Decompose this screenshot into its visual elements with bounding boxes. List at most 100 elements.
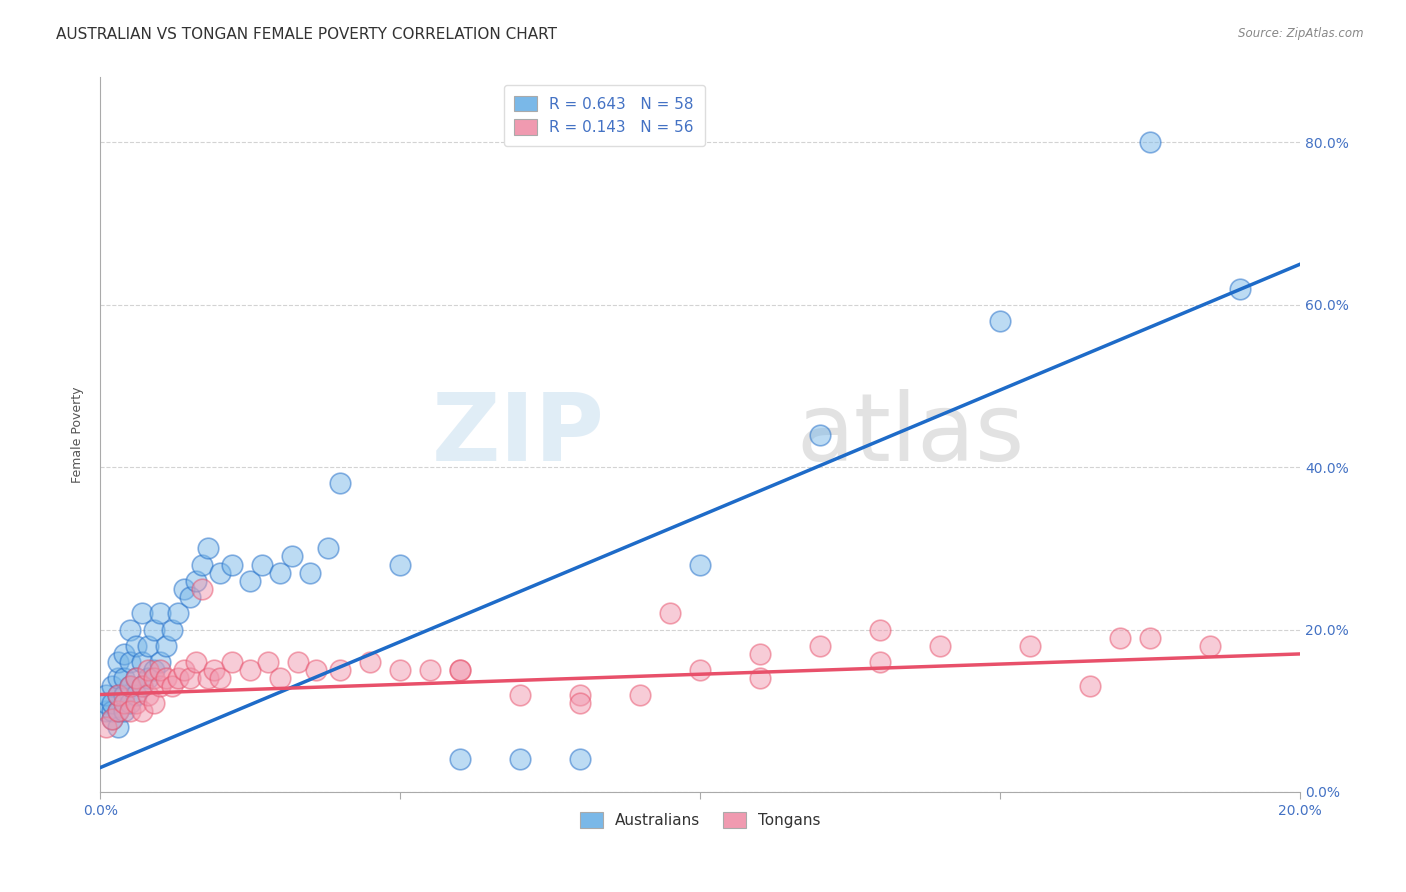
Text: ZIP: ZIP: [432, 389, 605, 481]
Point: [131, 680, 153, 694]
Point: [96, 720, 118, 734]
Point: [569, 696, 592, 710]
Point: [107, 688, 129, 702]
Point: [107, 704, 129, 718]
Point: [112, 671, 135, 685]
Point: [125, 671, 148, 685]
Point: [202, 663, 225, 677]
Point: [449, 663, 471, 677]
Point: [269, 671, 291, 685]
Point: [209, 671, 232, 685]
Point: [167, 671, 190, 685]
Point: [131, 607, 153, 621]
Point: [689, 558, 711, 572]
Point: [136, 639, 159, 653]
Point: [359, 655, 381, 669]
Point: [209, 566, 232, 580]
Point: [143, 623, 166, 637]
Point: [101, 696, 124, 710]
Point: [287, 655, 309, 669]
Point: [101, 712, 124, 726]
Point: [120, 655, 142, 669]
Point: [131, 655, 153, 669]
Point: [107, 655, 129, 669]
Point: [143, 696, 166, 710]
Point: [136, 688, 159, 702]
Point: [329, 476, 352, 491]
Point: [112, 647, 135, 661]
Point: [689, 663, 711, 677]
Text: AUSTRALIAN VS TONGAN FEMALE POVERTY CORRELATION CHART: AUSTRALIAN VS TONGAN FEMALE POVERTY CORR…: [56, 27, 557, 42]
Point: [449, 663, 471, 677]
Point: [269, 566, 291, 580]
Point: [112, 688, 135, 702]
Point: [143, 663, 166, 677]
Point: [96, 696, 118, 710]
Point: [107, 688, 129, 702]
Point: [509, 688, 531, 702]
Point: [101, 712, 124, 726]
Point: [173, 663, 195, 677]
Point: [509, 752, 531, 766]
Point: [316, 541, 339, 556]
Point: [96, 688, 118, 702]
Point: [125, 696, 148, 710]
Point: [221, 558, 243, 572]
Text: Source: ZipAtlas.com: Source: ZipAtlas.com: [1239, 27, 1364, 40]
Point: [173, 582, 195, 596]
Point: [250, 558, 273, 572]
Point: [1229, 281, 1251, 295]
Point: [149, 663, 172, 677]
Legend: Australians, Tongans: Australians, Tongans: [574, 806, 827, 834]
Point: [281, 549, 304, 564]
Point: [1019, 639, 1042, 653]
Point: [808, 427, 831, 442]
Point: [749, 647, 772, 661]
Point: [239, 574, 262, 588]
Point: [1199, 639, 1222, 653]
Point: [96, 704, 118, 718]
Text: atlas: atlas: [796, 389, 1025, 481]
Point: [257, 655, 280, 669]
Point: [125, 671, 148, 685]
Point: [107, 704, 129, 718]
Point: [449, 752, 471, 766]
Point: [1078, 680, 1101, 694]
Point: [107, 720, 129, 734]
Point: [149, 680, 172, 694]
Point: [197, 541, 219, 556]
Point: [1139, 631, 1161, 645]
Point: [749, 671, 772, 685]
Point: [239, 663, 262, 677]
Point: [659, 607, 682, 621]
Point: [131, 704, 153, 718]
Point: [179, 671, 201, 685]
Point: [131, 680, 153, 694]
Point: [136, 671, 159, 685]
Point: [299, 566, 322, 580]
Point: [221, 655, 243, 669]
Point: [112, 696, 135, 710]
Point: [149, 607, 172, 621]
Point: [186, 655, 208, 669]
Point: [107, 671, 129, 685]
Point: [191, 558, 214, 572]
Point: [125, 639, 148, 653]
Point: [136, 663, 159, 677]
Point: [569, 688, 592, 702]
Point: [929, 639, 952, 653]
Point: [120, 680, 142, 694]
Point: [179, 590, 201, 604]
Point: [1109, 631, 1132, 645]
Point: [808, 639, 831, 653]
Point: [155, 639, 177, 653]
Point: [389, 558, 412, 572]
Point: [305, 663, 328, 677]
Point: [101, 680, 124, 694]
Point: [160, 623, 183, 637]
Point: [869, 623, 891, 637]
Point: [160, 680, 183, 694]
Point: [186, 574, 208, 588]
Point: [101, 704, 124, 718]
Point: [419, 663, 441, 677]
